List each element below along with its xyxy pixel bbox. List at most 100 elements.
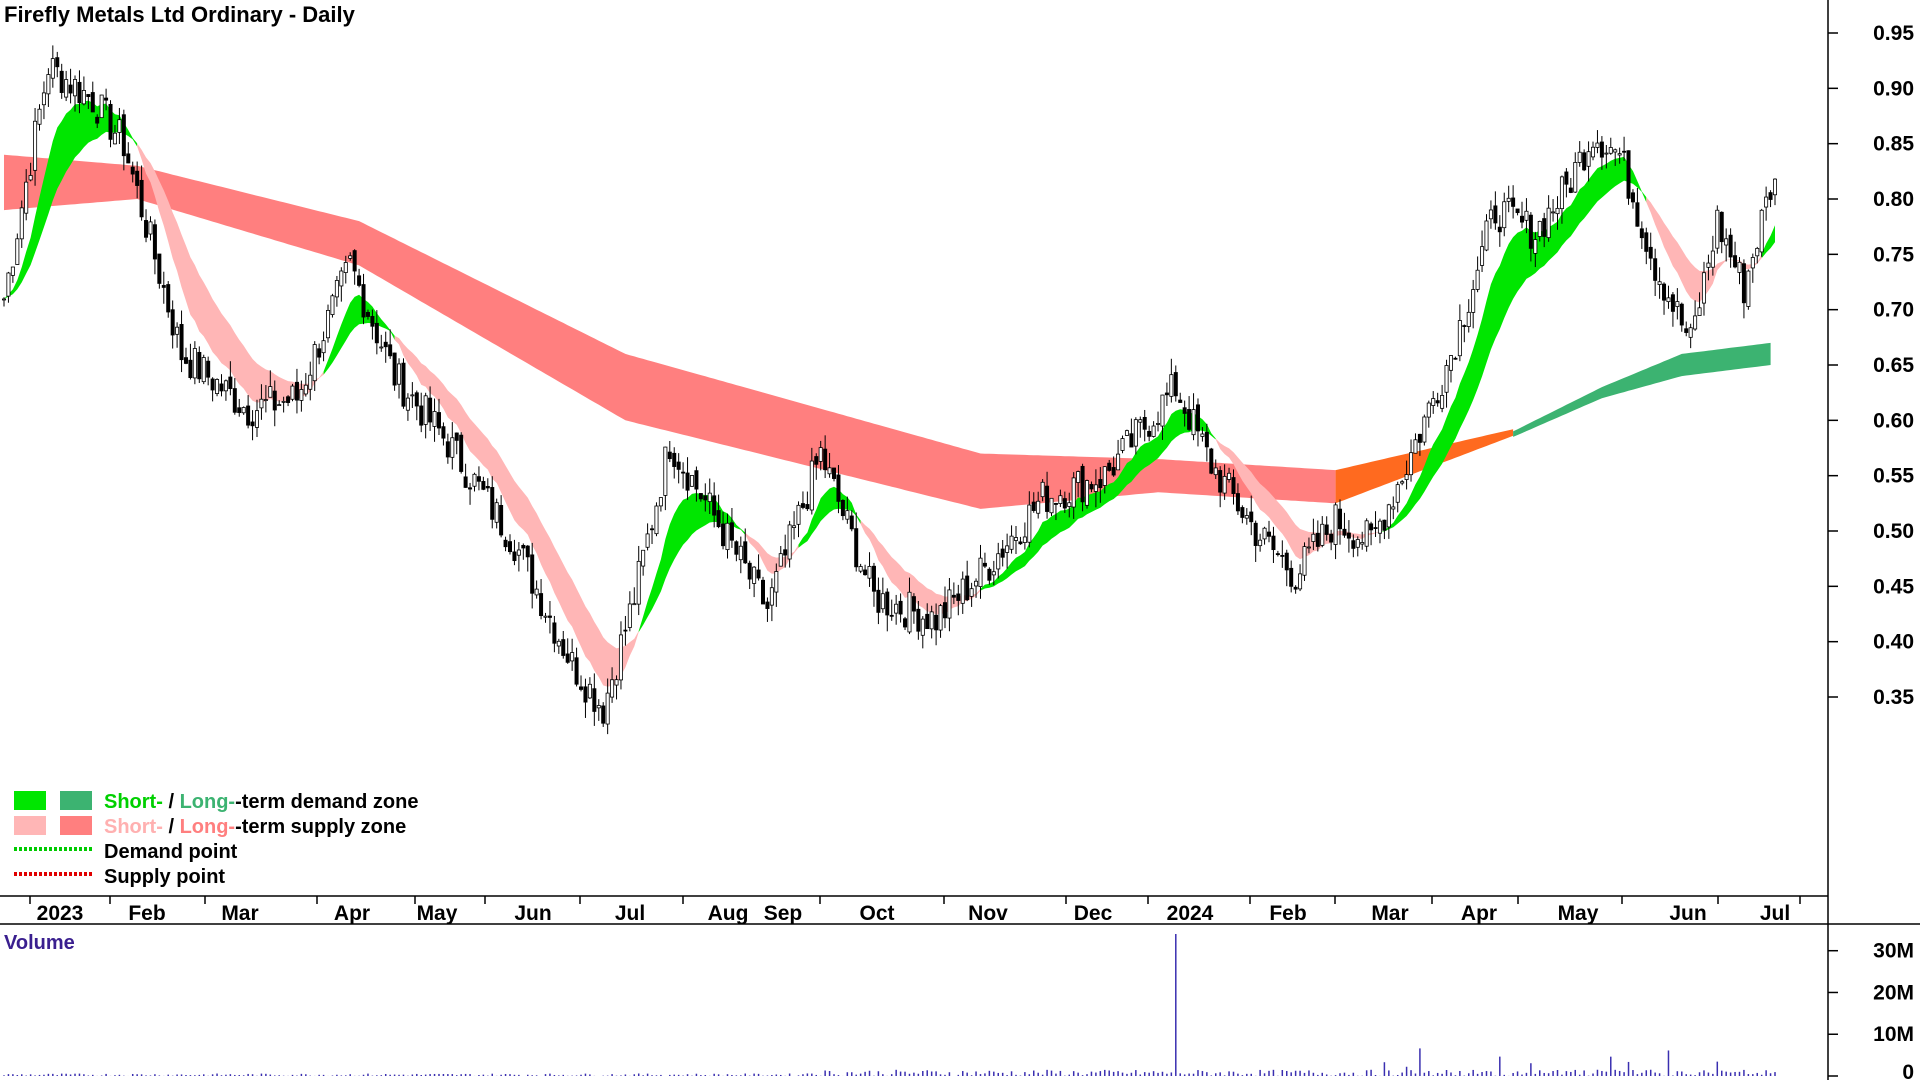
candle-body — [1591, 146, 1596, 158]
candle-body — [1493, 205, 1498, 224]
x-tick-label: Apr — [334, 902, 370, 925]
candle-body — [135, 170, 140, 186]
candle-body — [6, 272, 11, 297]
candle-body — [330, 295, 335, 315]
candle-body — [348, 255, 353, 259]
legend-swatch-short-supply — [14, 816, 46, 835]
candle-body — [41, 92, 46, 106]
candle-body — [1355, 539, 1360, 548]
x-tick-label: May — [417, 902, 458, 925]
candle-body — [241, 407, 246, 414]
candle-body — [1404, 474, 1409, 480]
candle-body — [1759, 209, 1764, 253]
candle-body — [1373, 527, 1378, 529]
candle-body — [539, 593, 544, 617]
candle-body — [1253, 522, 1258, 546]
x-tick-label: Mar — [1371, 902, 1408, 925]
candle-body — [761, 579, 766, 605]
candle-body — [459, 434, 464, 472]
candle-body — [1014, 537, 1019, 541]
candle-body — [1630, 192, 1635, 203]
short-term-demand-zone — [798, 486, 861, 548]
x-tick-label: Dec — [1074, 902, 1113, 925]
x-tick-label: Jul — [1760, 902, 1790, 925]
candle-body — [885, 591, 890, 616]
candle-body — [1187, 409, 1192, 430]
candle-body — [1200, 433, 1205, 437]
candle-body — [1005, 545, 1010, 553]
candle-body — [1582, 152, 1587, 171]
candle-body — [308, 374, 313, 390]
candle-body — [1235, 493, 1240, 512]
candle-body — [840, 500, 845, 517]
legend-supply-point: Supply point — [104, 866, 225, 888]
candle-body — [805, 504, 810, 510]
candle-body — [592, 688, 597, 712]
candle-body — [228, 376, 233, 389]
candle-body — [565, 653, 570, 663]
candle-body — [934, 614, 939, 631]
candle-body — [370, 315, 375, 327]
candle-body — [1737, 261, 1742, 273]
candle-body — [654, 505, 659, 535]
candle-body — [108, 103, 113, 140]
candle-body — [889, 614, 894, 617]
candle-body — [1258, 539, 1263, 547]
candle-body — [752, 566, 757, 584]
candle-body — [907, 591, 912, 633]
candle-body — [1160, 394, 1165, 427]
candle-body — [942, 602, 947, 619]
candle-body — [1289, 567, 1294, 587]
legend-swatch-long-demand — [60, 791, 92, 810]
candle-body — [1386, 504, 1391, 528]
candle-body — [188, 359, 193, 378]
candle-body — [1520, 215, 1525, 223]
candle-body — [712, 495, 717, 516]
candle-body — [796, 504, 801, 525]
candle-body — [1599, 141, 1604, 158]
candle-body — [1644, 232, 1649, 252]
candle-body — [503, 539, 508, 548]
candle-body — [1551, 211, 1556, 214]
candle-body — [1675, 301, 1680, 307]
candle-body — [1080, 465, 1085, 503]
candle-body — [357, 275, 362, 286]
candle-body — [1679, 303, 1684, 326]
candle-body — [1422, 416, 1427, 443]
candle-body — [1377, 520, 1382, 534]
candle-body — [414, 392, 419, 407]
candle-body — [1098, 479, 1103, 489]
candle-body — [161, 285, 166, 288]
candle-body — [974, 580, 979, 587]
candle-body — [1573, 162, 1578, 193]
candle-body — [1480, 246, 1485, 266]
candle-body — [734, 541, 739, 555]
candle-body — [1733, 255, 1738, 268]
candle-body — [104, 97, 109, 101]
legend-swatch-long-supply — [60, 816, 92, 835]
candle-body — [1360, 542, 1365, 545]
candle-body — [1475, 269, 1480, 290]
candle-body — [610, 679, 615, 698]
y-tick-label: 0.95 — [1873, 22, 1914, 45]
candle-body — [623, 629, 628, 632]
candle-body — [596, 705, 601, 709]
x-tick-label: Jun — [1669, 902, 1706, 925]
candle-body — [1462, 325, 1467, 327]
volume-tick-label: 0 — [1902, 1061, 1914, 1080]
candle-body — [689, 475, 694, 487]
candle-body — [175, 326, 180, 335]
candle-body — [1102, 466, 1107, 486]
candle-body — [343, 262, 348, 273]
candle-body — [365, 311, 370, 317]
candle-body — [1728, 234, 1733, 258]
candle-body — [1613, 149, 1618, 153]
candle-body — [1506, 197, 1511, 202]
short-term-demand-zone — [1380, 156, 1647, 532]
candle-body — [237, 407, 242, 413]
candle-body — [1688, 327, 1693, 338]
candle-body — [1608, 147, 1613, 154]
candle-body — [951, 594, 956, 598]
candle-body — [397, 363, 402, 385]
